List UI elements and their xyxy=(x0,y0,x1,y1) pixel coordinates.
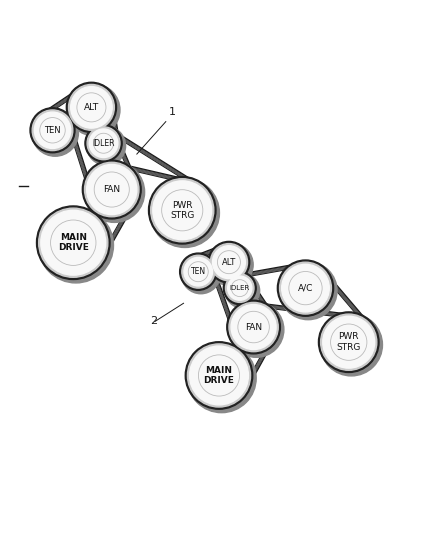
Circle shape xyxy=(280,263,335,317)
Circle shape xyxy=(32,109,78,156)
Circle shape xyxy=(32,110,73,151)
Circle shape xyxy=(208,241,250,283)
Text: MAIN
DRIVE: MAIN DRIVE xyxy=(58,233,89,253)
Circle shape xyxy=(152,180,215,243)
Circle shape xyxy=(88,128,120,160)
Circle shape xyxy=(185,342,253,409)
Circle shape xyxy=(153,181,212,240)
Circle shape xyxy=(229,302,278,352)
Circle shape xyxy=(227,300,280,354)
Circle shape xyxy=(321,314,377,370)
Circle shape xyxy=(89,129,118,158)
Text: IDLER: IDLER xyxy=(92,139,115,148)
Circle shape xyxy=(230,304,279,352)
Circle shape xyxy=(321,314,380,374)
Circle shape xyxy=(318,312,379,373)
Circle shape xyxy=(211,244,251,284)
Circle shape xyxy=(231,304,276,350)
Circle shape xyxy=(182,256,218,291)
Circle shape xyxy=(226,274,257,305)
Circle shape xyxy=(230,303,281,355)
Circle shape xyxy=(151,179,214,242)
Circle shape xyxy=(180,253,217,290)
Circle shape xyxy=(282,264,329,312)
Circle shape xyxy=(85,125,122,162)
Text: IDLER: IDLER xyxy=(230,285,250,291)
Circle shape xyxy=(183,257,215,289)
Circle shape xyxy=(181,255,220,294)
Circle shape xyxy=(223,272,256,304)
Text: A/C: A/C xyxy=(298,284,313,293)
Circle shape xyxy=(88,127,123,163)
Circle shape xyxy=(39,208,111,280)
Circle shape xyxy=(188,344,254,410)
Circle shape xyxy=(151,179,217,245)
Circle shape xyxy=(187,344,251,407)
Circle shape xyxy=(34,111,74,151)
Text: TEN: TEN xyxy=(44,126,61,135)
Circle shape xyxy=(36,206,110,279)
Circle shape xyxy=(71,86,112,128)
Circle shape xyxy=(323,316,374,368)
Circle shape xyxy=(82,160,141,219)
Circle shape xyxy=(87,127,120,160)
Circle shape xyxy=(189,345,251,408)
Circle shape xyxy=(85,162,139,217)
Circle shape xyxy=(68,84,120,136)
Circle shape xyxy=(229,302,284,357)
Circle shape xyxy=(187,343,256,413)
Text: ALT: ALT xyxy=(222,257,236,266)
Circle shape xyxy=(279,262,337,320)
Circle shape xyxy=(212,245,248,281)
Circle shape xyxy=(210,244,247,281)
Text: 2: 2 xyxy=(150,316,157,326)
Circle shape xyxy=(69,85,117,133)
Text: TEN: TEN xyxy=(191,267,206,276)
Circle shape xyxy=(87,165,137,215)
Text: FAN: FAN xyxy=(103,185,120,194)
Circle shape xyxy=(281,264,332,314)
Circle shape xyxy=(212,246,245,279)
Text: MAIN
DRIVE: MAIN DRIVE xyxy=(204,366,234,385)
Circle shape xyxy=(30,108,75,153)
Circle shape xyxy=(40,209,109,278)
Circle shape xyxy=(279,262,332,314)
Circle shape xyxy=(225,273,260,308)
Circle shape xyxy=(86,164,140,217)
Circle shape xyxy=(182,255,215,288)
Circle shape xyxy=(34,112,71,149)
Circle shape xyxy=(226,274,254,302)
Circle shape xyxy=(322,316,378,371)
Circle shape xyxy=(227,276,254,303)
Circle shape xyxy=(320,313,382,376)
Text: 1: 1 xyxy=(169,107,176,117)
Circle shape xyxy=(150,178,219,247)
Circle shape xyxy=(33,110,76,154)
Text: PWR
STRG: PWR STRG xyxy=(170,200,194,220)
Circle shape xyxy=(85,163,142,220)
Circle shape xyxy=(41,211,106,275)
Circle shape xyxy=(277,260,334,316)
Circle shape xyxy=(66,82,117,132)
Circle shape xyxy=(184,257,212,286)
Text: FAN: FAN xyxy=(245,322,262,332)
Circle shape xyxy=(210,243,253,286)
Circle shape xyxy=(70,86,115,131)
Circle shape xyxy=(190,346,248,405)
Text: ALT: ALT xyxy=(84,103,99,112)
Circle shape xyxy=(87,126,126,165)
Circle shape xyxy=(38,208,113,283)
Text: PWR
STRG: PWR STRG xyxy=(336,333,361,352)
Circle shape xyxy=(148,176,216,244)
Circle shape xyxy=(39,208,108,277)
Circle shape xyxy=(84,162,145,222)
Circle shape xyxy=(68,84,114,130)
Circle shape xyxy=(228,276,252,300)
